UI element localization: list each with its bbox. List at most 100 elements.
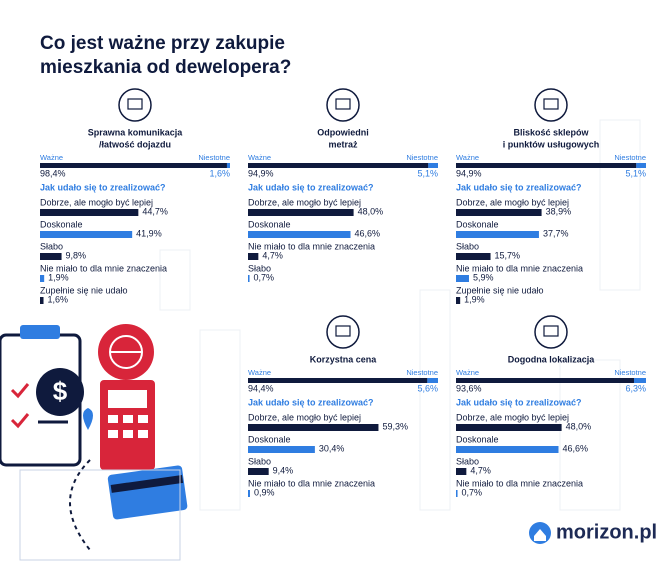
panel-title: i punktów usługowych — [503, 139, 600, 149]
icon-detail — [335, 98, 351, 110]
subtitle: Jak udało się to zrealizować? — [248, 182, 374, 192]
value-label: 48,0% — [566, 421, 592, 431]
value-label: 38,9% — [546, 206, 572, 216]
important-bar — [40, 163, 227, 168]
unimportant-value: 5,1% — [625, 168, 646, 178]
category-label: Dobrze, ale mogło być lepiej — [248, 412, 361, 422]
bar — [456, 490, 458, 497]
unimportant-bar — [226, 163, 230, 168]
important-label: Ważne — [248, 368, 271, 377]
important-bar — [456, 163, 637, 168]
value-label: 5,9% — [473, 272, 494, 282]
logo-text: morizon.pl — [556, 521, 657, 543]
bar — [40, 275, 45, 282]
icon — [534, 88, 568, 122]
unimportant-value: 6,3% — [625, 383, 646, 393]
category-label: Dobrze, ale mogło być lepiej — [248, 197, 361, 207]
bar — [40, 231, 133, 238]
panel-title: /łatwość dojazdu — [99, 139, 171, 149]
value-label: 4,7% — [262, 250, 283, 260]
unimportant-label: Niestotne — [198, 153, 230, 162]
illustration: $ — [0, 324, 188, 561]
unimportant-bar — [636, 163, 646, 168]
value-label: 15,7% — [495, 250, 521, 260]
value-label: 48,0% — [358, 206, 384, 216]
icon-detail — [543, 325, 559, 337]
subtitle: Jak udało się to zrealizować? — [456, 182, 582, 192]
unimportant-value: 5,6% — [417, 383, 438, 393]
important-label: Ważne — [456, 368, 479, 377]
icon — [326, 88, 360, 122]
category-label: Słabo — [248, 456, 271, 466]
important-value: 94,4% — [248, 383, 274, 393]
bar — [248, 490, 250, 497]
panel-title: metraż — [328, 139, 358, 149]
value-label: 1,9% — [464, 294, 485, 304]
panel: Dogodna lokalizacja Ważne Niestotne 93,6% 6,… — [456, 315, 646, 497]
bar — [40, 209, 139, 216]
important-label: Ważne — [456, 153, 479, 162]
category-label: Doskonale — [248, 434, 291, 444]
panel-title: Odpowiedni — [317, 127, 369, 137]
value-label: 44,7% — [142, 206, 168, 216]
panel-title: Dogodna lokalizacja — [508, 354, 596, 364]
category-label: Dobrze, ale mogło być lepiej — [40, 197, 153, 207]
unimportant-label: Niestotne — [406, 153, 438, 162]
category-label: Dobrze, ale mogło być lepiej — [456, 197, 569, 207]
panel: Odpowiedni metraż Ważne Niestotne 94,9% 5,1% J… — [248, 88, 438, 282]
svg-text:$: $ — [53, 376, 68, 406]
panel-title: Sprawna komunikacja — [88, 127, 184, 137]
value-label: 59,3% — [382, 421, 408, 431]
subtitle: Jak udało się to zrealizować? — [248, 397, 374, 407]
bar — [248, 468, 269, 475]
important-value: 94,9% — [456, 168, 482, 178]
category-label: Dobrze, ale mogło być lepiej — [456, 412, 569, 422]
important-bar — [248, 378, 428, 383]
value-label: 41,9% — [136, 228, 162, 238]
category-label: Słabo — [456, 456, 479, 466]
unimportant-bar — [428, 163, 438, 168]
value-label: 1,9% — [48, 272, 69, 282]
panel: Sprawna komunikacja/łatwość dojazdu Ważne… — [40, 88, 230, 304]
bar — [456, 231, 539, 238]
category-label: Zupełnie się nie udało — [456, 285, 544, 295]
category-label: Słabo — [248, 263, 271, 273]
bar — [456, 253, 491, 260]
category-label: Słabo — [456, 241, 479, 251]
icon — [326, 315, 360, 349]
bar — [248, 424, 379, 431]
value-label: 9,8% — [66, 250, 87, 260]
unimportant-label: Niestotne — [614, 153, 646, 162]
category-label: Doskonale — [456, 434, 499, 444]
category-label: Zupełnie się nie udało — [40, 285, 128, 295]
value-label: 46,6% — [355, 228, 381, 238]
bar — [40, 253, 62, 260]
value-label: 0,9% — [254, 487, 275, 497]
value-label: 30,4% — [319, 443, 345, 453]
logo: morizon.pl — [529, 521, 657, 544]
page-title: Co jest ważne przy zakupie — [40, 33, 285, 54]
subtitle: Jak udało się to zrealizować? — [40, 182, 166, 192]
value-label: 0,7% — [462, 487, 483, 497]
category-label: Nie miało to dla mnie znaczenia — [456, 478, 583, 488]
bar — [456, 209, 542, 216]
bar — [248, 446, 315, 453]
value-label: 9,4% — [273, 465, 294, 475]
category-label: Nie miało to dla mnie znaczenia — [40, 263, 167, 273]
panel: Bliskość sklepów i punktów usługowych Ważn… — [456, 88, 646, 304]
panel-title: Korzystna cena — [310, 354, 378, 364]
category-label: Nie miało to dla mnie znaczenia — [456, 263, 583, 273]
unimportant-bar — [427, 378, 438, 383]
important-value: 98,4% — [40, 168, 66, 178]
bar — [248, 231, 351, 238]
value-label: 46,6% — [563, 443, 589, 453]
important-label: Ważne — [40, 153, 63, 162]
bar — [248, 275, 250, 282]
category-label: Nie miało to dla mnie znaczenia — [248, 478, 375, 488]
category-label: Nie miało to dla mnie znaczenia — [248, 241, 375, 251]
unimportant-label: Niestotne — [614, 368, 646, 377]
value-label: 1,6% — [48, 294, 69, 304]
bar — [456, 297, 461, 304]
bar — [456, 446, 559, 453]
bar — [456, 275, 469, 282]
